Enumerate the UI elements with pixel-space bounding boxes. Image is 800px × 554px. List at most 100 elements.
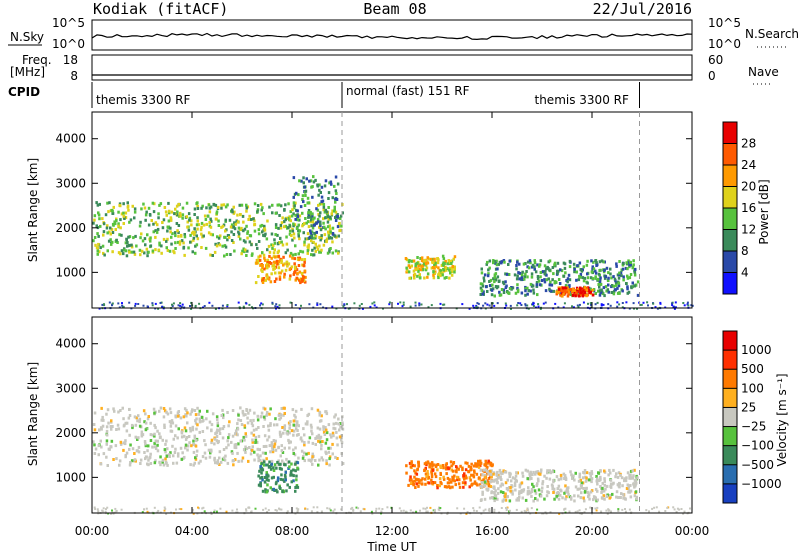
echo-cell — [483, 480, 487, 484]
echo-cell — [124, 249, 128, 253]
echo-cell — [263, 476, 267, 479]
echo-cell — [127, 416, 131, 420]
echo-cell — [164, 507, 167, 510]
echo-cell — [612, 284, 616, 288]
echo-cell — [126, 201, 129, 205]
echo-cell — [370, 510, 373, 513]
echo-cell — [501, 280, 505, 284]
echo-cell — [108, 201, 111, 205]
echo-cell — [239, 213, 242, 216]
echo-cell — [97, 213, 101, 217]
echo-cell — [308, 436, 312, 440]
echo-cell — [169, 216, 173, 220]
echo-cell — [508, 509, 511, 512]
echo-cell — [193, 436, 197, 440]
echo-cell — [589, 302, 592, 305]
echo-cell — [322, 430, 326, 434]
echo-cell — [588, 478, 591, 482]
echo-cell — [228, 218, 232, 222]
echo-cell — [537, 305, 540, 308]
echo-cell — [186, 421, 189, 425]
echo-cell — [237, 230, 240, 234]
echo-cell — [154, 221, 158, 225]
echo-cell — [280, 261, 283, 265]
echo-cell — [304, 189, 308, 193]
echo-cell — [109, 232, 112, 236]
echo-cell — [618, 291, 621, 295]
echo-cell — [286, 264, 289, 268]
echo-cell — [459, 464, 462, 468]
echo-cell — [230, 440, 233, 444]
echo-cell — [342, 305, 345, 308]
echo-cell — [240, 203, 244, 207]
echo-cell — [581, 476, 585, 480]
echo-cell — [417, 464, 421, 468]
echo-cell — [283, 262, 286, 266]
echo-cell — [158, 241, 161, 245]
echo-cell — [248, 506, 251, 509]
echo-cell — [526, 469, 529, 473]
echo-cell — [149, 439, 153, 442]
echo-cell — [437, 508, 440, 511]
echo-cell — [126, 204, 130, 208]
echo-cell — [181, 206, 185, 210]
echo-cell — [157, 216, 160, 220]
echo-cell — [93, 236, 97, 239]
echo-cell — [221, 427, 225, 431]
echo-cell — [185, 414, 188, 418]
echo-cell — [213, 250, 217, 254]
echo-cell — [325, 412, 329, 416]
echo-cell — [539, 494, 543, 498]
echo-cell — [213, 437, 217, 441]
echo-cell — [530, 477, 533, 480]
echo-cell — [272, 475, 275, 479]
echo-cell — [105, 442, 108, 446]
echo-cell — [445, 276, 448, 279]
echo-cell — [438, 271, 441, 275]
echo-cell — [633, 468, 636, 472]
echo-cell — [325, 459, 328, 463]
echo-cell — [269, 467, 273, 471]
echo-cell — [539, 275, 542, 279]
echo-cell — [496, 275, 500, 279]
echo-cell — [153, 445, 157, 449]
echo-cell — [479, 484, 482, 488]
echo-cell — [556, 487, 559, 491]
echo-cell — [562, 292, 565, 296]
echo-cell — [477, 459, 480, 463]
echo-cell — [290, 214, 294, 218]
echo-cell — [266, 275, 269, 279]
echo-cell — [436, 261, 440, 265]
echo-cell — [336, 443, 339, 447]
echo-cell — [297, 433, 300, 436]
echo-cell — [284, 268, 288, 272]
echo-cell — [283, 412, 286, 415]
echo-cell — [122, 248, 126, 252]
echo-cell — [310, 429, 313, 433]
echo-cell — [452, 476, 455, 480]
freq-unit-label: [MHz] — [10, 65, 45, 79]
echo-cell — [162, 415, 166, 419]
echo-cell — [165, 410, 168, 414]
echo-cell — [108, 301, 111, 304]
echo-cell — [482, 276, 486, 280]
echo-cell — [622, 275, 625, 279]
echo-cell — [245, 408, 248, 411]
echo-cell — [587, 495, 590, 499]
colorbar-swatch — [723, 464, 737, 484]
echo-cell — [203, 510, 206, 513]
echo-cell — [194, 419, 197, 423]
echo-cell — [198, 302, 201, 305]
echo-cell — [331, 232, 335, 236]
echo-cell — [586, 259, 589, 263]
echo-cell — [687, 304, 690, 307]
echo-cell — [292, 272, 296, 276]
echo-cell — [215, 211, 218, 215]
echo-cell — [590, 470, 593, 474]
echo-cell — [559, 493, 562, 497]
echo-cell — [232, 233, 236, 236]
echo-cell — [634, 490, 638, 494]
echo-cell — [215, 435, 219, 438]
echo-cell — [97, 444, 101, 448]
echo-cell — [505, 509, 508, 511]
